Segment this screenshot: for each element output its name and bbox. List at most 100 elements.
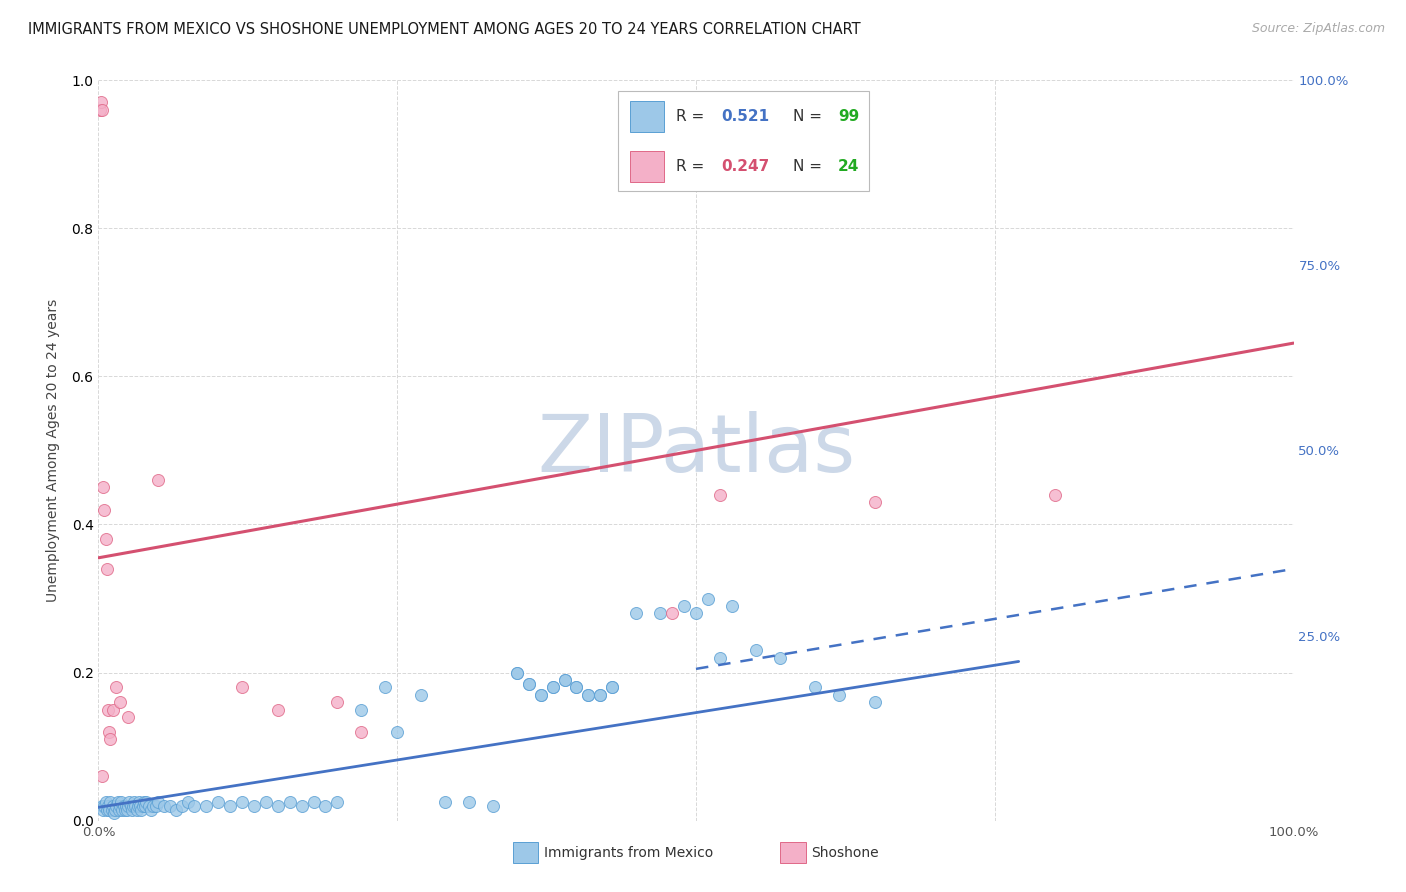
Point	[117, 710, 139, 724]
Point	[231, 795, 253, 809]
Point	[110, 795, 132, 809]
Point	[291, 798, 314, 813]
Point	[115, 803, 138, 817]
Point	[458, 795, 481, 809]
Point	[103, 806, 125, 821]
Point	[101, 798, 124, 813]
Point	[148, 795, 170, 809]
Point	[697, 591, 720, 606]
Point	[98, 795, 122, 809]
Point	[673, 599, 696, 613]
Point	[139, 803, 162, 817]
Point	[541, 681, 564, 695]
Point	[434, 795, 457, 809]
Point	[350, 703, 373, 717]
Point	[138, 798, 160, 813]
Point	[121, 803, 143, 817]
Point	[411, 688, 433, 702]
FancyBboxPatch shape	[630, 151, 664, 182]
Point	[517, 676, 540, 690]
Point	[804, 681, 827, 695]
Text: 0.247: 0.247	[721, 159, 769, 174]
Point	[565, 681, 588, 695]
Text: IMMIGRANTS FROM MEXICO VS SHOSHONE UNEMPLOYMENT AMONG AGES 20 TO 24 YEARS CORREL: IMMIGRANTS FROM MEXICO VS SHOSHONE UNEMP…	[28, 22, 860, 37]
Point	[374, 681, 396, 695]
Text: 24: 24	[838, 159, 859, 174]
Point	[91, 798, 114, 813]
Point	[350, 724, 373, 739]
Point	[115, 798, 138, 813]
Point	[267, 703, 290, 717]
Point	[541, 681, 564, 695]
Point	[828, 688, 851, 702]
Text: ZIPatlas: ZIPatlas	[537, 411, 855, 490]
Text: R =: R =	[676, 159, 709, 174]
Point	[554, 673, 576, 687]
Point	[91, 803, 114, 817]
Text: N =: N =	[793, 109, 827, 124]
Point	[768, 650, 790, 665]
Point	[124, 798, 146, 813]
Point	[648, 607, 672, 621]
Point	[98, 803, 121, 817]
Point	[267, 798, 290, 813]
Point	[530, 688, 553, 702]
Point	[131, 803, 153, 817]
Point	[101, 703, 124, 717]
Point	[128, 795, 150, 809]
Point	[385, 724, 409, 739]
Point	[865, 495, 887, 509]
Point	[131, 798, 153, 813]
Point	[120, 798, 142, 813]
Point	[602, 681, 624, 695]
Point	[112, 798, 135, 813]
Point	[125, 803, 148, 817]
Point	[107, 795, 129, 809]
Point	[172, 798, 194, 813]
Point	[97, 798, 120, 813]
Point	[107, 803, 129, 817]
Text: R =: R =	[676, 109, 709, 124]
Point	[565, 681, 588, 695]
Point	[108, 695, 131, 709]
Point	[865, 695, 887, 709]
Point	[98, 724, 121, 739]
Point	[481, 798, 505, 813]
Point	[91, 769, 114, 783]
Point	[127, 798, 149, 813]
Text: 99: 99	[838, 109, 859, 124]
Point	[94, 533, 117, 547]
Point	[93, 798, 115, 813]
Point	[554, 673, 576, 687]
Point	[165, 803, 187, 817]
Point	[254, 795, 277, 809]
Point	[145, 798, 167, 813]
FancyBboxPatch shape	[630, 101, 664, 132]
Point	[195, 798, 218, 813]
Point	[135, 795, 157, 809]
Point	[207, 795, 229, 809]
Point	[326, 695, 349, 709]
Text: Immigrants from Mexico: Immigrants from Mexico	[544, 846, 713, 860]
Point	[661, 607, 683, 621]
Point	[96, 803, 118, 817]
Point	[626, 607, 648, 621]
Point	[745, 643, 768, 657]
Point	[231, 681, 253, 695]
Point	[589, 688, 612, 702]
Point	[517, 676, 540, 690]
Y-axis label: Unemployment Among Ages 20 to 24 years: Unemployment Among Ages 20 to 24 years	[46, 299, 60, 602]
Point	[91, 480, 114, 494]
Point	[278, 795, 301, 809]
Point	[578, 688, 600, 702]
Point	[326, 795, 349, 809]
Point	[91, 103, 114, 117]
Point	[685, 607, 707, 621]
Point	[96, 562, 118, 576]
Point	[132, 795, 155, 809]
Point	[117, 798, 139, 813]
Point	[589, 688, 612, 702]
Point	[122, 798, 145, 813]
Point	[129, 798, 152, 813]
Point	[104, 803, 127, 817]
